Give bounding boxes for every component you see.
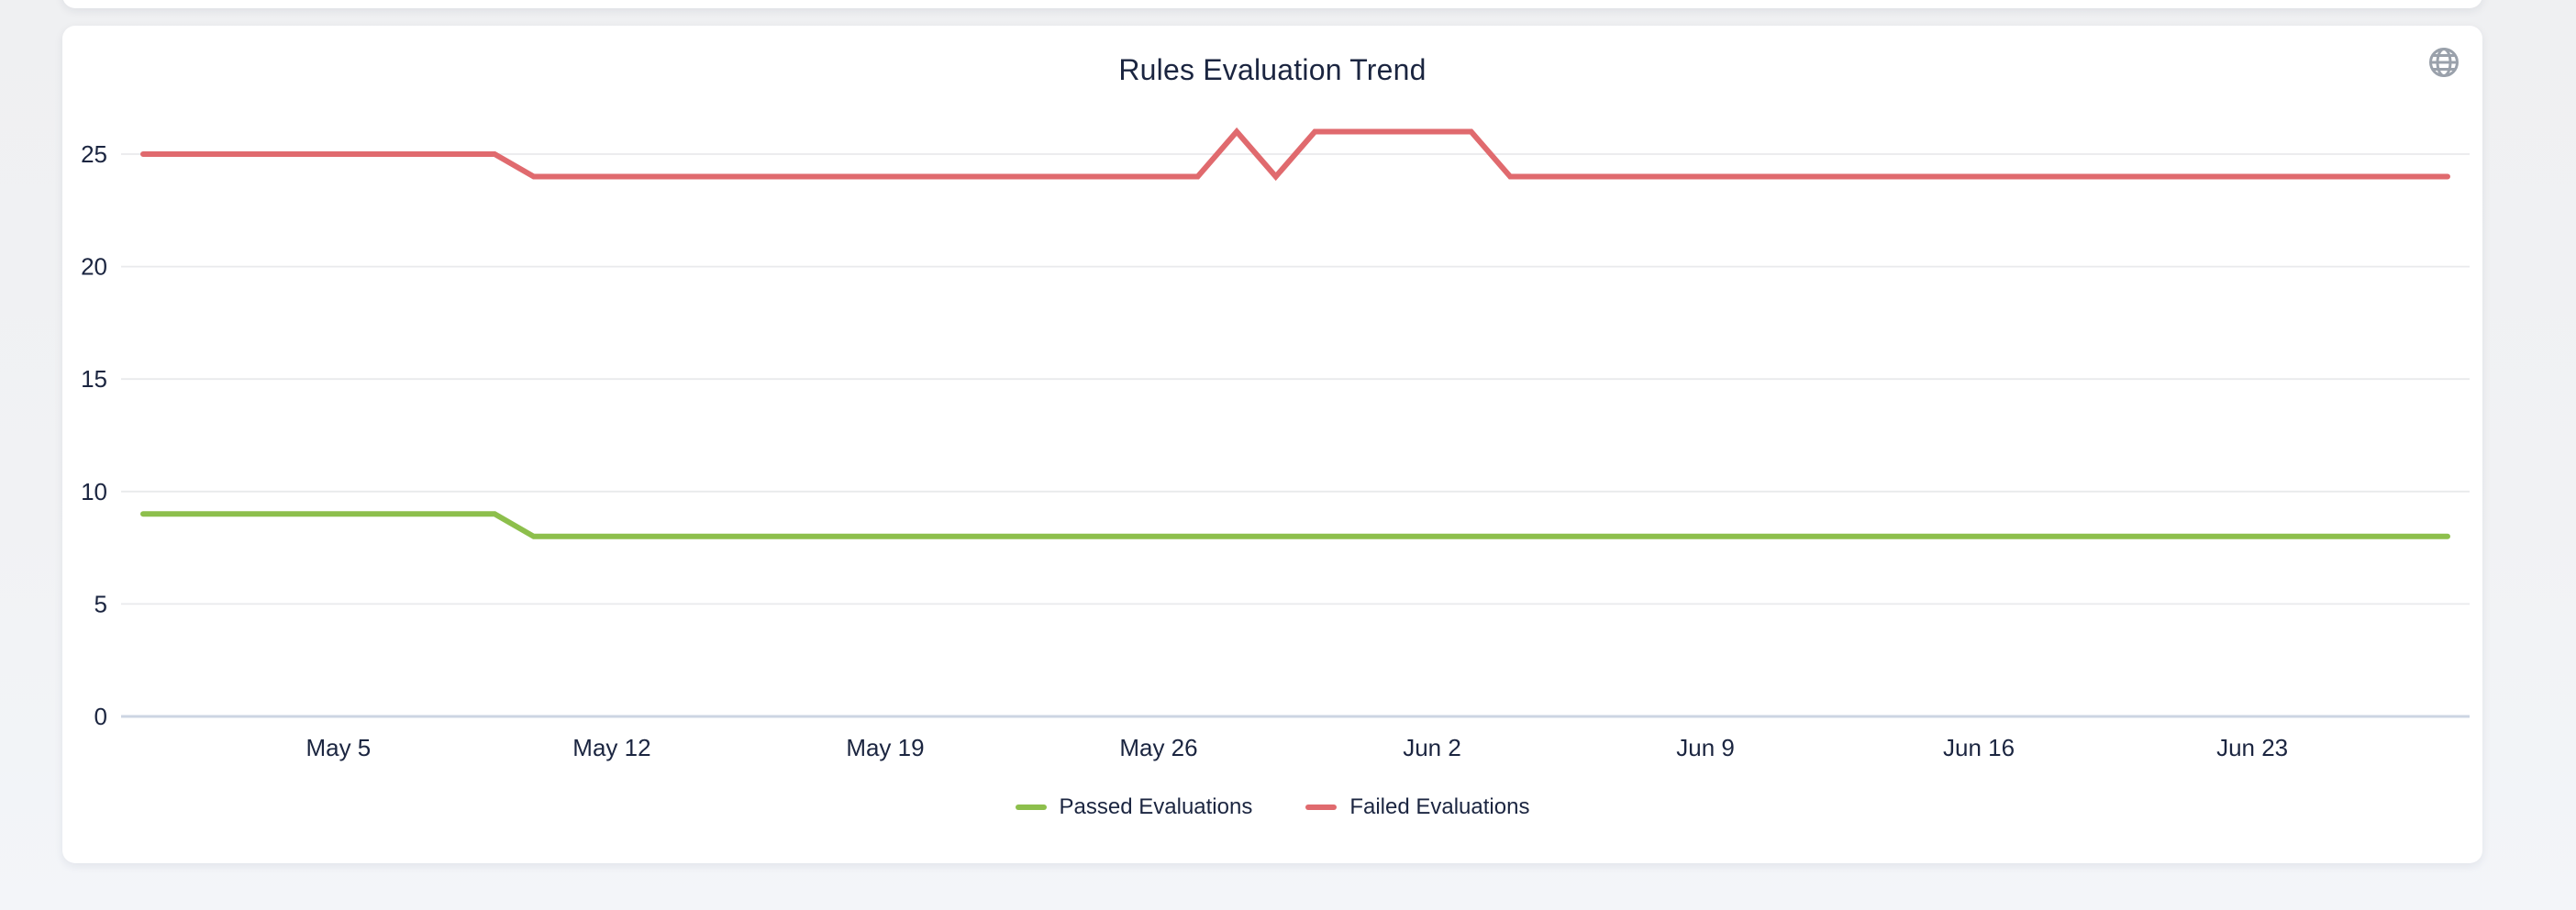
legend-label: Passed Evaluations: [1059, 794, 1253, 819]
globe-icon-button[interactable]: [2427, 46, 2460, 79]
chart-title: Rules Evaluation Trend: [1118, 53, 1427, 86]
rules-evaluation-trend-card: Rules Evaluation Trend 0 5 10 15 20 25 May 5 Ma…: [62, 26, 2482, 863]
y-axis-label-25: 25: [81, 140, 107, 168]
legend-dash-icon: [1015, 805, 1047, 810]
y-axis-label-0: 0: [94, 703, 107, 730]
line-chart-area[interactable]: 0 5 10 15 20 25 May 5 May 12 May 19 May 26 Jun 2 Ju…: [62, 26, 2482, 863]
y-axis-label-20: 20: [81, 253, 107, 281]
legend-item-failed-evaluations[interactable]: Failed Evaluations: [1305, 794, 1529, 820]
partial-card-above: [62, 0, 2482, 8]
x-axis-label-may-5: May 5: [305, 734, 371, 761]
chart-legend: Passed Evaluations Failed Evaluations: [62, 794, 2482, 820]
x-axis-label-jun-9: Jun 9: [1676, 734, 1735, 761]
x-axis-label-may-19: May 19: [846, 734, 924, 761]
x-axis-label-jun-2: Jun 2: [1403, 734, 1461, 761]
x-axis-label-jun-23: Jun 23: [2216, 734, 2288, 761]
legend-item-passed-evaluations[interactable]: Passed Evaluations: [1015, 794, 1253, 820]
series-line-failed-evaluations[interactable]: [140, 127, 2450, 182]
x-axis-label-may-26: May 26: [1119, 734, 1197, 761]
legend-dash-icon: [1305, 805, 1338, 810]
y-axis-label-10: 10: [81, 478, 107, 505]
series-line-passed-evaluations[interactable]: [140, 511, 2450, 539]
y-axis-label-15: 15: [81, 365, 107, 393]
y-axis-label-5: 5: [94, 590, 107, 617]
globe-icon: [2429, 48, 2459, 77]
x-axis-label-jun-16: Jun 16: [1943, 734, 2015, 761]
legend-label: Failed Evaluations: [1349, 794, 1530, 819]
x-axis-label-may-12: May 12: [572, 734, 650, 761]
